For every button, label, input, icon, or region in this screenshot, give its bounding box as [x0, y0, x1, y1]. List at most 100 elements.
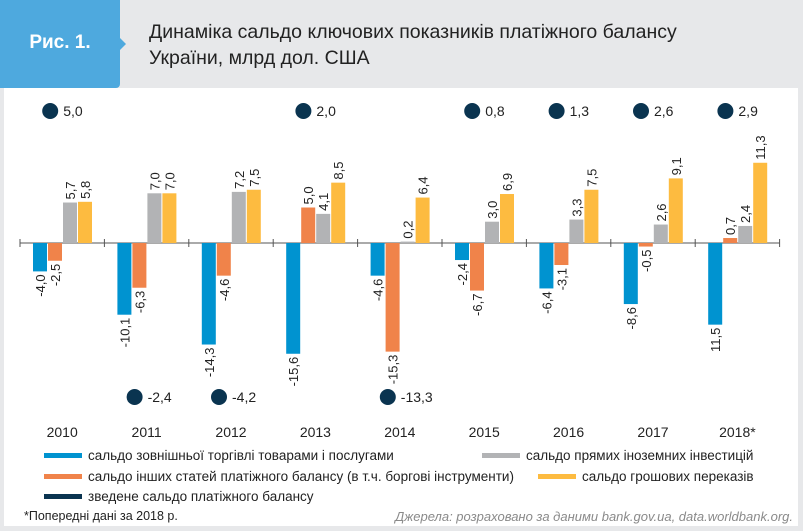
- bar-other: [723, 238, 738, 243]
- legend-label-other: сальдо інших статей платіжного балансу (…: [88, 469, 514, 484]
- x-tick-label: 2017: [637, 424, 668, 440]
- total-balance-dot: [42, 103, 59, 119]
- data-label-trade: -4,0: [33, 274, 48, 296]
- legend-label-fdi: сальдо прямих іноземних інвестицій: [526, 448, 754, 463]
- bar-fdi: [653, 224, 668, 243]
- bar-trade: [539, 243, 554, 289]
- total-balance-dot: [379, 389, 396, 405]
- figure-badge: Рис. 1.: [0, 0, 126, 88]
- data-label-trade: -15,6: [286, 357, 301, 387]
- legend-swatch-trade: [44, 452, 82, 458]
- data-label-other: -2,5: [48, 264, 63, 286]
- data-label-other: 5,0: [301, 186, 316, 204]
- bar-other: [48, 243, 62, 261]
- figure-number: Рис. 1.: [29, 32, 91, 53]
- total-balance-label: -2,4: [148, 389, 172, 405]
- data-label-fdi: 5,7: [63, 181, 78, 199]
- data-label-other: -6,3: [132, 291, 147, 313]
- bar-trade: [370, 243, 385, 276]
- total-balance-dot: [126, 389, 143, 405]
- legend-label-remit: сальдо грошових переказів: [582, 469, 754, 484]
- data-label-trade: -10,1: [117, 318, 132, 348]
- bar-other: [216, 243, 231, 276]
- bar-remit: [246, 189, 261, 243]
- data-label-trade: -8,6: [624, 307, 639, 329]
- data-label-trade: -14,3: [202, 348, 217, 378]
- chart-panel: [4, 88, 798, 526]
- bar-fdi: [63, 202, 77, 243]
- bar-trade: [201, 243, 216, 345]
- x-tick-label: 2015: [469, 424, 500, 440]
- bar-remit: [500, 194, 514, 243]
- legend-label-trade: сальдо зовнішньої торгівлі товарами і по…: [88, 448, 394, 463]
- bar-fdi: [738, 225, 753, 243]
- data-label-fdi: 2,6: [654, 203, 669, 221]
- bar-fdi: [316, 213, 331, 243]
- legend-item-trade: сальдо зовнішньої торгівлі товарами і по…: [44, 448, 394, 463]
- chart-title-line-1: Динаміка сальдо ключових показників плат…: [149, 21, 677, 43]
- data-label-trade: 11,5: [708, 328, 723, 352]
- total-balance-dot: [464, 103, 481, 119]
- total-balance-label: -4,2: [232, 389, 256, 405]
- x-tick-label: 2016: [553, 424, 584, 440]
- bar-fdi: [485, 221, 499, 243]
- x-tick-label: 2013: [300, 424, 331, 440]
- bar-other: [301, 207, 316, 243]
- legend-item-total: зведене сальдо платіжного балансу: [44, 489, 314, 504]
- bar-remit: [668, 178, 683, 243]
- bar-remit: [78, 201, 92, 243]
- bar-trade: [286, 243, 301, 354]
- data-label-remit: 11,3: [753, 135, 768, 159]
- data-label-fdi: 4,1: [316, 193, 331, 211]
- figure-header: Рис. 1. Динаміка сальдо ключових показни…: [0, 0, 803, 88]
- bar-trade: [455, 243, 469, 261]
- data-label-remit: 9,1: [669, 157, 684, 175]
- legend-item-fdi: сальдо прямих іноземних інвестицій: [482, 448, 753, 463]
- chart-title-line-2: України, млрд дол. США: [149, 47, 370, 69]
- x-tick-label: 2012: [215, 424, 246, 440]
- bar-remit: [162, 193, 177, 243]
- legend-swatch-remit: [538, 473, 576, 479]
- bar-other: [554, 243, 569, 266]
- data-label-remit: 7,0: [162, 172, 177, 190]
- data-label-other: -4,6: [217, 279, 232, 301]
- total-balance-dot: [548, 103, 565, 119]
- total-balance-label: 1,3: [570, 103, 590, 119]
- x-tick-label: 2018*: [719, 424, 756, 440]
- data-label-trade: -2,4: [455, 263, 470, 285]
- legend-swatch-fdi: [482, 452, 520, 458]
- total-balance-dot: [211, 389, 227, 405]
- total-balance-label: 0,8: [485, 103, 505, 119]
- bar-fdi: [569, 219, 584, 243]
- bar-trade: [708, 243, 723, 325]
- total-balance-dot: [717, 103, 734, 119]
- data-label-other: -0,5: [639, 250, 654, 272]
- bar-trade: [117, 243, 132, 315]
- bar-other: [385, 243, 400, 352]
- total-balance-dot: [295, 103, 312, 119]
- x-tick-label: 2014: [384, 424, 415, 440]
- total-balance-dot: [633, 103, 649, 119]
- bar-trade: [33, 243, 47, 272]
- legend-swatch-other: [44, 473, 82, 479]
- data-label-fdi: 3,3: [569, 198, 584, 216]
- bar-fdi: [231, 191, 246, 243]
- data-label-remit: 8,5: [331, 162, 346, 180]
- x-tick-label: 2011: [132, 424, 162, 440]
- legend-swatch-total: [44, 493, 82, 499]
- source-note: Джерела: розраховано за даними bank.gov.…: [395, 509, 793, 524]
- total-balance-label: 2,9: [738, 103, 758, 119]
- data-label-other: 0,7: [723, 217, 738, 235]
- bar-other: [638, 243, 653, 247]
- total-balance-label: -13,3: [401, 389, 433, 405]
- footnote: *Попередні дані за 2018 р.: [24, 509, 178, 523]
- data-label-fdi: 3,0: [485, 201, 500, 219]
- legend-item-remit: сальдо грошових переказів: [538, 469, 754, 484]
- data-label-remit: 6,9: [500, 173, 515, 191]
- data-label-remit: 5,8: [78, 181, 93, 199]
- data-label-remit: 7,5: [584, 169, 599, 187]
- data-label-trade: -6,4: [539, 291, 554, 313]
- data-label-remit: 6,4: [416, 176, 431, 194]
- bar-remit: [753, 162, 768, 243]
